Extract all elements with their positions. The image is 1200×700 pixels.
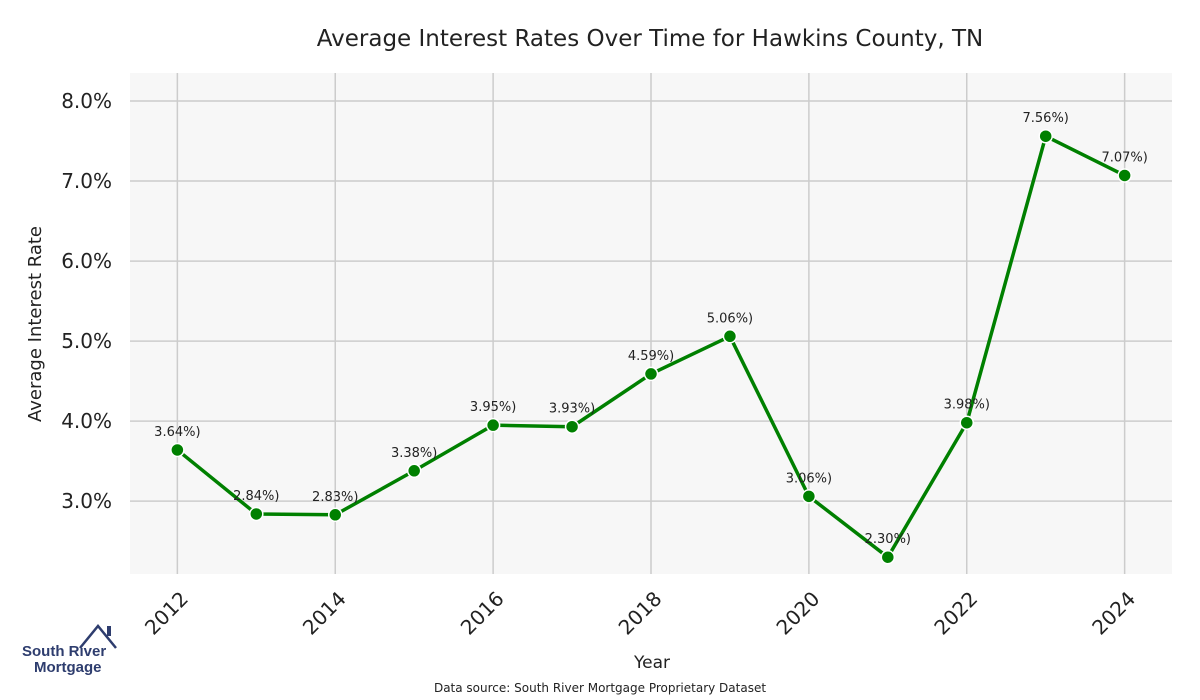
data-point (959, 415, 975, 430)
data-point (327, 507, 343, 523)
data-source-note: Data source: South River Mortgage Propri… (433, 681, 767, 695)
data-label: 3.06%) (786, 471, 832, 486)
data-point (249, 506, 264, 522)
company-logo: South River Mortgage (22, 620, 122, 680)
data-label: 3.98%) (944, 398, 990, 413)
x-tick-label: 2012 (140, 587, 193, 640)
data-label: 3.95%) (470, 400, 516, 415)
x-tick-label: 2024 (1087, 587, 1140, 640)
data-label: 5.06%) (707, 311, 753, 326)
x-tick-label: 2018 (614, 587, 667, 640)
data-point (406, 463, 422, 479)
x-tick-label: 2022 (929, 587, 982, 640)
data-label: 3.38%) (391, 446, 437, 461)
x-tick-label: 2014 (298, 587, 351, 640)
y-tick-label: 7.0% (61, 169, 112, 193)
data-point (643, 366, 659, 382)
data-label: 2.30%) (865, 532, 911, 547)
y-tick-label: 8.0% (61, 89, 112, 113)
x-tick-label: 2020 (771, 587, 824, 640)
data-label: 2.83%) (312, 490, 358, 505)
data-point (485, 417, 501, 433)
data-point (1117, 168, 1132, 183)
chart-title: Average Interest Rates Over Time for Haw… (317, 26, 983, 52)
y-tick-label: 6.0% (61, 249, 112, 273)
y-tick-label: 4.0% (61, 409, 112, 433)
data-label: 7.07%) (1101, 150, 1147, 165)
data-label: 3.93%) (549, 402, 595, 417)
x-tick-label: 2016 (456, 587, 509, 640)
data-point (1038, 128, 1053, 144)
data-point (801, 489, 817, 504)
data-point (722, 329, 738, 344)
house-roof-icon (79, 624, 117, 649)
logo-text-line2: Mortgage (34, 659, 102, 676)
data-label: 3.64%) (154, 425, 200, 440)
data-point (564, 419, 580, 434)
data-label: 2.84%) (233, 489, 279, 504)
data-point (880, 549, 896, 565)
y-tick-label: 5.0% (61, 329, 112, 353)
x-axis-label: Year (633, 653, 670, 673)
data-label: 4.59%) (628, 349, 674, 364)
data-label: 7.56%) (1023, 111, 1069, 126)
logo-text-line1: South River (22, 643, 107, 660)
y-tick-label: 3.0% (61, 489, 112, 513)
data-point (170, 442, 185, 458)
y-axis-label: Average Interest Rate (25, 226, 46, 422)
